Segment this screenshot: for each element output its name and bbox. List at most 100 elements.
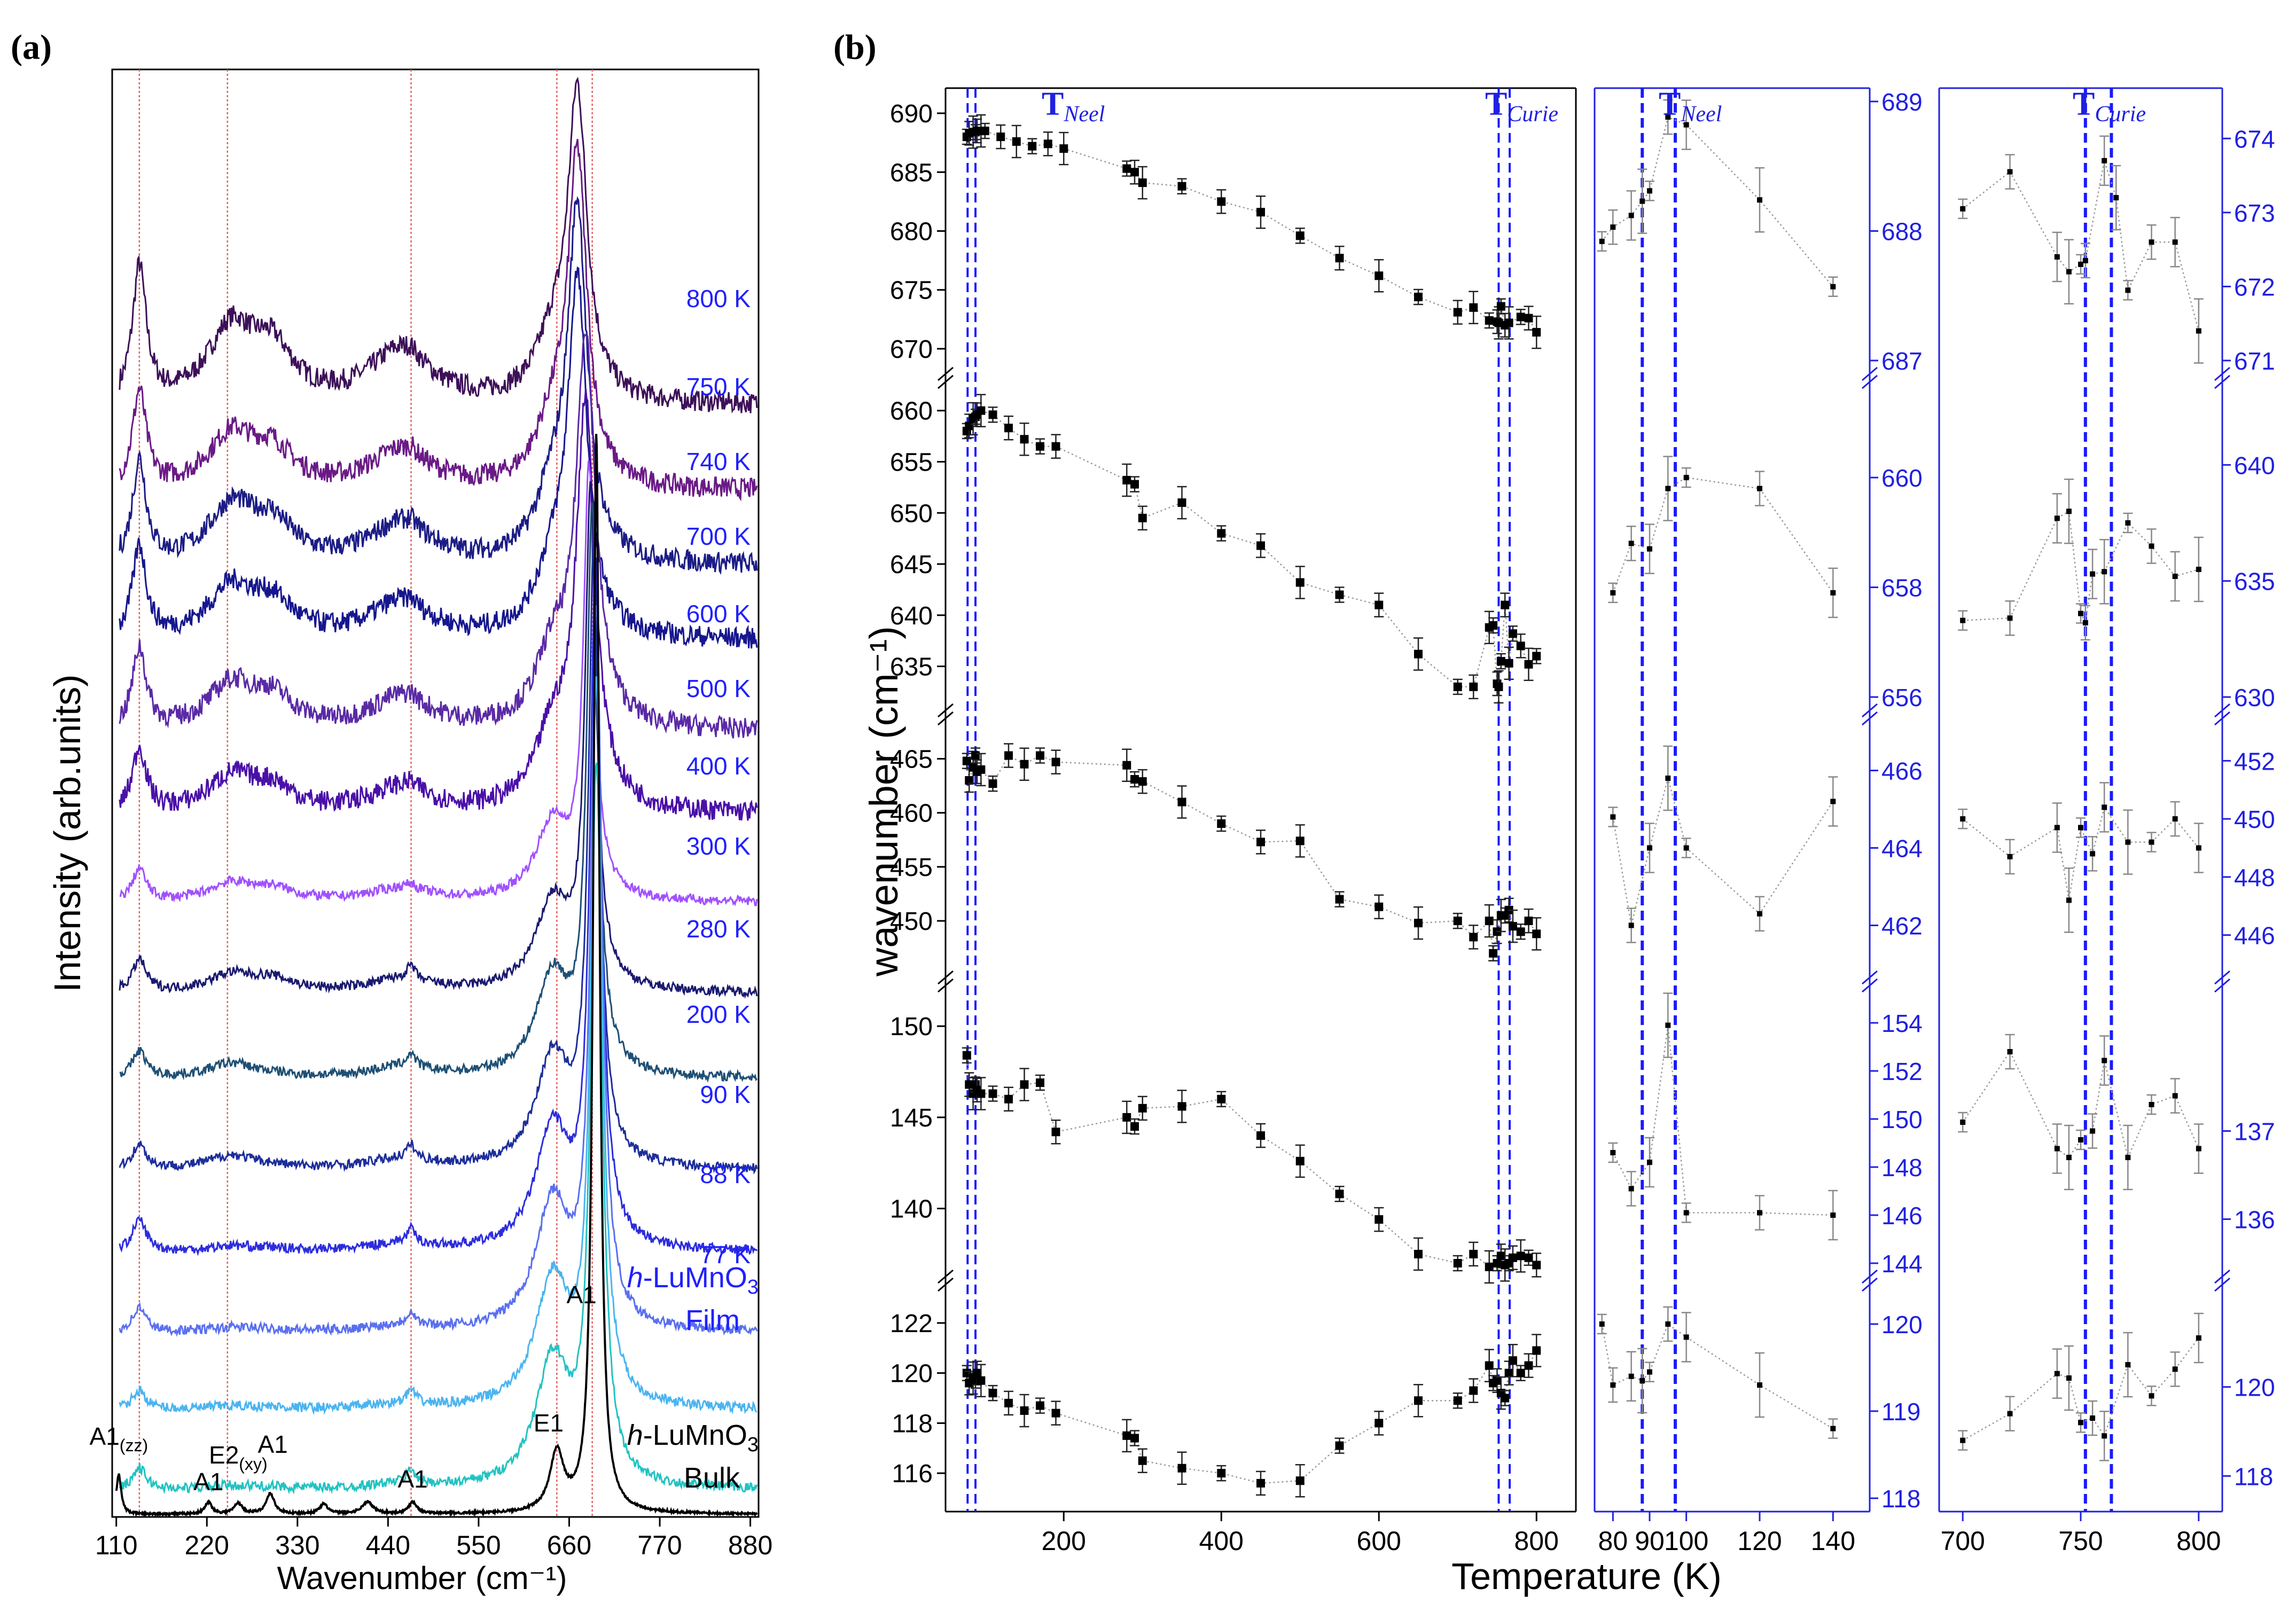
y-tick-label: 452 <box>2234 747 2275 775</box>
y-tick-label: 148 <box>1881 1154 1923 1182</box>
data-point <box>1599 1321 1605 1327</box>
data-point <box>1012 137 1021 146</box>
y-tick-label: 462 <box>1881 912 1923 940</box>
axis-break <box>2214 978 2230 993</box>
axis-break <box>938 1269 954 1284</box>
data-point <box>2078 1137 2083 1143</box>
data-point <box>1516 641 1525 651</box>
axis-break <box>2214 1277 2230 1292</box>
axis-break <box>938 1277 954 1292</box>
data-point <box>962 1051 971 1060</box>
data-point <box>1130 168 1139 177</box>
data-point <box>1494 682 1503 691</box>
data-point <box>1493 1259 1502 1267</box>
data-point <box>1295 1476 1305 1485</box>
data-point <box>1051 1128 1060 1137</box>
data-point <box>1599 238 1605 244</box>
data-point <box>1509 1253 1517 1262</box>
x-tick-label: 80 <box>1598 1526 1628 1556</box>
axis-break <box>938 978 954 993</box>
guide-line <box>1601 116 1834 287</box>
data-point <box>1496 1251 1505 1261</box>
y-tick-label: 119 <box>1881 1398 1920 1426</box>
data-point <box>1516 312 1525 322</box>
data-point <box>1375 902 1384 911</box>
data-point <box>1501 1394 1510 1403</box>
data-point <box>2082 620 2088 625</box>
data-point <box>2149 1102 2154 1107</box>
axis-break <box>1862 1277 1878 1292</box>
y-tick-label: 120 <box>1881 1311 1923 1339</box>
data-point <box>1414 650 1423 659</box>
y-tick-label: 689 <box>1881 88 1923 116</box>
data-point <box>1256 1478 1265 1488</box>
transition-label: TNeel <box>1659 86 1722 127</box>
data-point <box>1757 911 1762 917</box>
data-point <box>1414 1249 1423 1258</box>
y-tick-label: 152 <box>1881 1058 1923 1085</box>
series-label: 500 K <box>686 675 751 702</box>
spectra-labels: 800 K 750 K 740 K 700 K 600 K 500 K 400 K 300 K… <box>686 285 751 1269</box>
y-tick-label: 645 <box>890 551 933 579</box>
data-point <box>2007 1411 2013 1417</box>
y-tick-label: 656 <box>1881 684 1923 711</box>
y-tick-label: 146 <box>1881 1202 1923 1230</box>
data-point <box>1469 933 1478 942</box>
data-point <box>2007 615 2013 621</box>
axis-break <box>2214 970 2230 985</box>
data-point <box>2149 543 2154 549</box>
data-point <box>1217 197 1226 206</box>
data-point <box>1610 1382 1616 1388</box>
film-label: h-LuMnO3 Film <box>627 1262 759 1336</box>
data-point <box>1683 475 1689 481</box>
panel-a-x-label: Wavenumber (cm⁻¹) <box>277 1560 567 1596</box>
data-point <box>1004 1094 1013 1104</box>
data-point <box>1647 188 1652 194</box>
data-point <box>1485 1262 1494 1271</box>
data-point <box>2007 169 2013 175</box>
data-point <box>1256 208 1265 217</box>
data-point <box>1051 1409 1060 1418</box>
axis-break <box>1862 366 1878 381</box>
data-point <box>1051 757 1060 766</box>
y-tick-label: 120 <box>2234 1374 2275 1402</box>
x-axis-a: 110 220 330 440 550 660 770 880 <box>95 1517 772 1560</box>
data-point <box>1036 1078 1044 1087</box>
data-point <box>1501 600 1510 609</box>
y-tick-label: 120 <box>890 1360 933 1388</box>
data-point <box>1647 1369 1652 1375</box>
spectrum-line <box>119 605 758 1337</box>
series-label: 400 K <box>686 752 751 780</box>
data-point <box>1610 590 1616 596</box>
spectrum-line <box>119 460 758 906</box>
panel-b-x-label: Temperature (K) <box>1451 1555 1722 1597</box>
axis-break <box>2214 374 2230 389</box>
data-point <box>2172 239 2178 245</box>
data-point <box>1757 1382 1762 1388</box>
y-tick-label: 685 <box>890 159 933 187</box>
panel-b-label: (b) <box>833 28 877 67</box>
x-tick-label: 220 <box>185 1530 229 1560</box>
data-point <box>1960 816 1966 822</box>
data-point <box>988 779 997 788</box>
data-point <box>1489 949 1498 958</box>
data-point <box>1524 1253 1533 1262</box>
data-point <box>1532 328 1541 337</box>
y-tick-label: 150 <box>890 1013 933 1041</box>
data-point <box>988 1089 997 1098</box>
data-point <box>980 127 989 136</box>
y-tick-label: 466 <box>1881 757 1923 785</box>
y-tick-label: 660 <box>1881 464 1923 492</box>
data-point <box>1217 1094 1226 1104</box>
data-point <box>1217 529 1226 538</box>
series-label: 200 K <box>686 1000 751 1028</box>
y-tick-label: 640 <box>890 602 933 630</box>
data-point <box>1020 1406 1029 1415</box>
transition-label: TCurie <box>2073 86 2146 127</box>
data-point <box>1639 1378 1645 1383</box>
y-tick-label: 455 <box>890 854 933 882</box>
data-point <box>2066 1155 2072 1160</box>
bulk-label: h-LuMnO3 Bulk <box>627 1419 759 1494</box>
bulk-spectrum-line <box>115 434 758 1518</box>
